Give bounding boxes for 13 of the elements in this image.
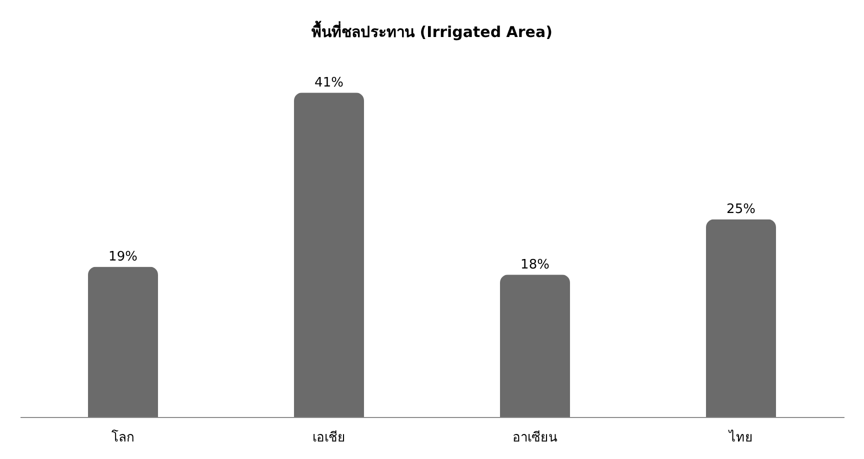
data-label: 25%	[726, 202, 756, 218]
x-tick-label: เอเชีย	[312, 430, 346, 446]
x-tick-label: โลก	[112, 430, 134, 446]
chart-title: พื้นที่ชลประทาน (Irrigated Area)	[312, 20, 552, 41]
bar	[706, 219, 776, 417]
bar	[88, 266, 158, 417]
bar	[500, 274, 570, 417]
x-tick-label: อาเซียน	[512, 430, 558, 446]
data-label: 18%	[520, 258, 550, 273]
data-label: 41%	[314, 76, 344, 91]
data-label: 19%	[108, 250, 138, 265]
bar	[294, 92, 364, 417]
x-tick-label: ไทย	[728, 430, 753, 446]
